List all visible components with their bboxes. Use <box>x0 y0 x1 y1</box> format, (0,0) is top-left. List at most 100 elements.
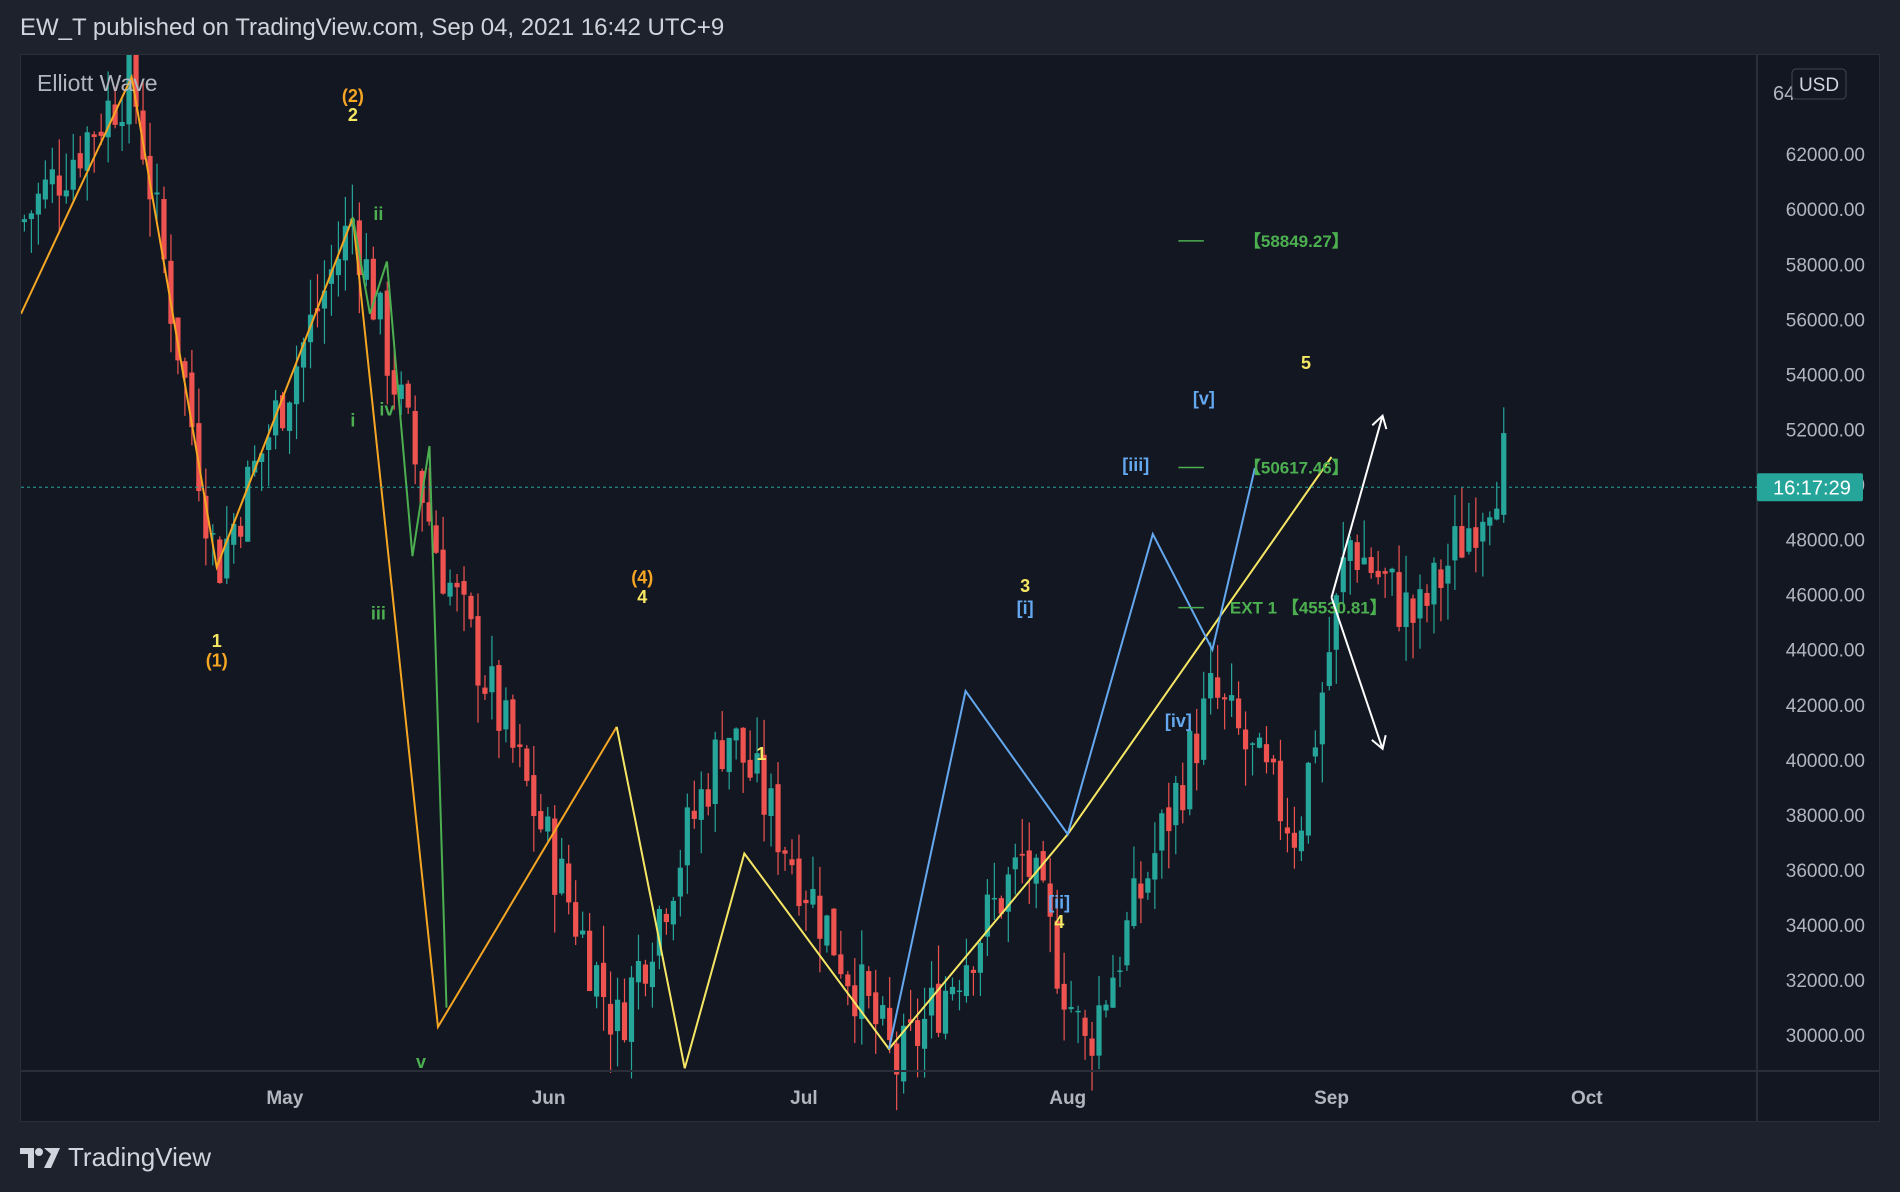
up-candle <box>84 132 90 171</box>
price-tick-label: 54000.00 <box>1786 365 1865 386</box>
up-candle <box>614 999 621 1032</box>
wave-label: 1 <box>756 744 766 764</box>
down-candle <box>894 1043 900 1075</box>
price-tick-label: 36000.00 <box>1786 861 1865 882</box>
down-candle <box>761 754 767 815</box>
up-candle <box>768 788 774 816</box>
up-candle <box>1487 517 1493 526</box>
down-candle <box>91 134 97 138</box>
month-tick-label: Oct <box>1571 1088 1603 1109</box>
down-candle <box>817 895 823 939</box>
up-candle <box>1117 970 1123 972</box>
projection-arrow-shaft <box>1330 597 1384 750</box>
down-candle <box>391 370 397 395</box>
down-candle <box>1270 758 1277 763</box>
up-candle <box>921 1018 928 1049</box>
up-candle <box>1131 878 1137 926</box>
down-candle <box>1215 677 1221 698</box>
up-candle <box>1445 565 1451 584</box>
wave-label: 1 <box>212 631 222 651</box>
down-candle <box>552 818 558 895</box>
targets-layer: 【58849.27】【50617.46】 EXT 1 【45530.81】 <box>1178 231 1387 618</box>
projection-arrows-layer <box>1330 413 1388 751</box>
projection-arrow-head <box>1371 734 1387 751</box>
down-candle <box>412 411 418 465</box>
down-candle <box>182 361 188 378</box>
up-candle <box>949 986 956 995</box>
target-label: 【50617.46】 <box>1244 458 1349 478</box>
up-candle <box>1501 433 1507 515</box>
price-tick-label: 62000.00 <box>1786 145 1865 166</box>
down-candle <box>587 930 593 992</box>
up-candle <box>1145 878 1151 893</box>
wave-line <box>21 73 618 1031</box>
price-tick-label: 58000.00 <box>1786 255 1865 276</box>
up-candle <box>754 753 760 774</box>
currency-badge[interactable]: USD <box>1799 75 1839 96</box>
up-candle <box>245 466 251 542</box>
down-candle <box>908 1019 914 1023</box>
down-candle <box>1368 557 1374 574</box>
down-candle <box>740 727 746 763</box>
up-candle <box>684 807 690 866</box>
up-candle <box>42 179 48 200</box>
down-candle <box>189 372 195 428</box>
up-candle <box>963 965 970 996</box>
down-candle <box>510 699 516 748</box>
up-candle <box>335 258 342 276</box>
price-tick-label: 38000.00 <box>1786 806 1865 827</box>
wave-line <box>888 467 1256 1050</box>
wave-label: [iii] <box>1122 455 1149 475</box>
up-candle <box>286 402 293 431</box>
currency-badge-box[interactable] <box>1791 68 1847 100</box>
up-candle <box>649 961 656 988</box>
down-candle <box>1089 1038 1095 1056</box>
up-candle <box>928 987 935 1016</box>
chart-frame[interactable]: (2) 2 1 (1) (4) 4 ii i iv iii v 1 3 [i] [ii] 4 [iii] [iv]… <box>20 54 1880 1122</box>
up-candle <box>594 965 600 997</box>
up-candle <box>321 290 328 309</box>
price-tick-label: 44000.00 <box>1786 641 1865 662</box>
down-candle <box>873 992 879 1025</box>
wave-label: (4) <box>631 568 653 588</box>
wave-label: ii <box>373 204 383 224</box>
wave-line <box>351 217 448 1008</box>
up-candle <box>293 366 300 405</box>
down-candle <box>621 1002 628 1041</box>
down-candle <box>1438 569 1444 588</box>
up-candle <box>1096 1005 1102 1056</box>
down-candle <box>440 549 446 594</box>
down-candle <box>98 131 104 136</box>
target-label: 【58849.27】 <box>1244 231 1349 251</box>
down-candle <box>600 962 607 998</box>
up-candle <box>489 666 495 693</box>
down-candle <box>161 199 167 260</box>
up-candle <box>1103 1004 1109 1011</box>
projection-arrow-shaft <box>1330 415 1384 598</box>
wave-lines-layer <box>21 73 1333 1069</box>
up-candle <box>656 909 663 956</box>
down-candle <box>1410 598 1416 623</box>
footer-brand: TradingView <box>68 1142 212 1172</box>
projection-arrow-head <box>1371 413 1388 430</box>
down-candle <box>663 913 669 923</box>
up-candle <box>398 384 404 400</box>
wave-label: iv <box>379 400 394 420</box>
up-candle <box>670 900 676 925</box>
down-candle <box>475 616 481 686</box>
down-candle <box>573 902 579 937</box>
down-candle <box>1082 1017 1088 1036</box>
down-candle <box>482 687 488 694</box>
down-candle <box>838 954 844 975</box>
up-candle <box>1347 540 1353 561</box>
down-candle <box>133 55 139 107</box>
elliott-wave-chart[interactable]: (2)21(1)(4)4iiiiviiiv13[i][ii]4[iii][iv]… <box>21 55 1879 1121</box>
up-candle <box>1173 782 1179 826</box>
up-candle <box>1333 595 1339 650</box>
down-candle <box>1263 744 1270 763</box>
down-candle <box>1242 729 1249 750</box>
up-candle <box>1417 589 1423 619</box>
up-candle <box>21 219 28 223</box>
up-candle <box>901 1025 907 1082</box>
month-tick-label: Jun <box>532 1088 566 1109</box>
